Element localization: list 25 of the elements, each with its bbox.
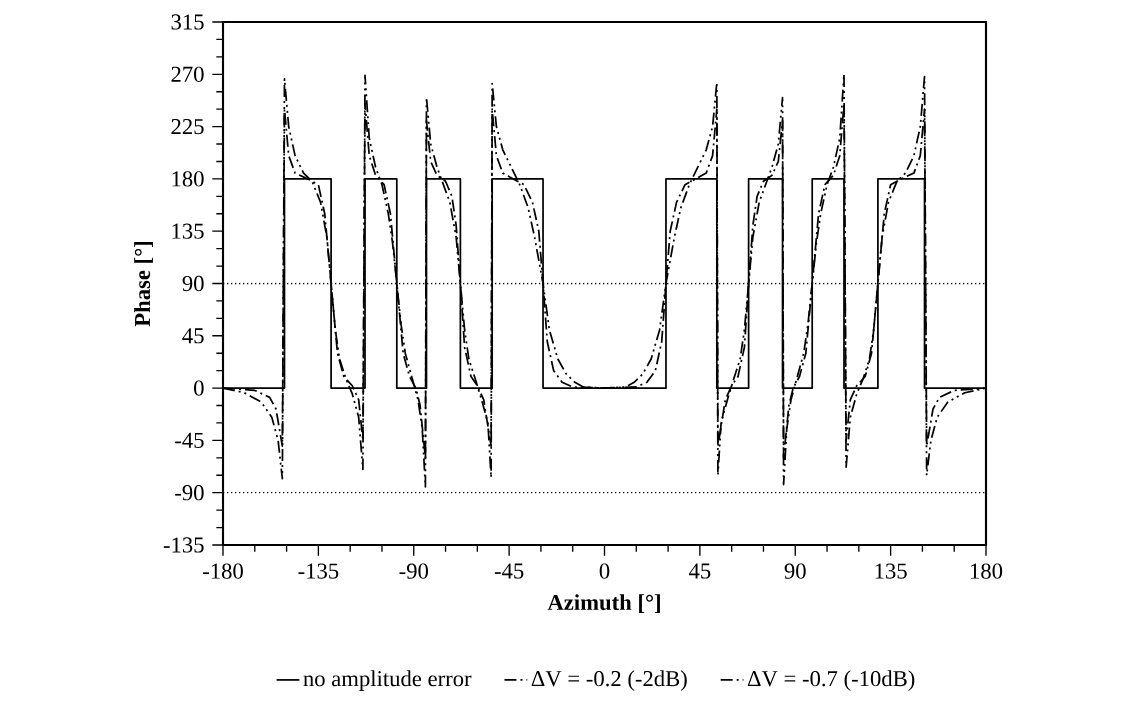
y-tick-label: 180 [172,171,204,187]
x-tick-label: 180 [970,563,1003,579]
y-tick-label: 225 [171,118,204,135]
x-tick-label: -90 [399,563,428,579]
x-tick-label: 45 [688,563,711,579]
y-tick-label: -90 [175,485,204,501]
x-tick-label: 135 [875,563,907,579]
y-tick-label: 135 [172,223,204,239]
y-tick-label: -135 [163,537,204,553]
legend-label: no amplitude error [303,670,472,691]
legend-label: ΔV = -0.7 (-10dB) [747,670,915,691]
y-tick-label: 45 [182,328,204,344]
legend-label: ΔV = -0.2 (-2dB) [531,670,687,691]
y-tick-label: 0 [194,380,204,396]
x-tick-label: -135 [298,563,339,579]
x-tick-label: -45 [494,563,524,579]
y-tick-label: -45 [175,432,204,448]
y-tick-label: 90 [182,275,204,292]
y-tick-label: 270 [171,66,204,82]
y-axis-title: Phase [°] [134,241,153,327]
x-tick-label: 90 [784,563,806,579]
y-tick-label: 315 [171,14,204,30]
x-axis-title: Azimuth [°] [547,594,660,613]
x-tick-label: 0 [599,563,610,579]
x-tick-label: -180 [203,563,243,579]
